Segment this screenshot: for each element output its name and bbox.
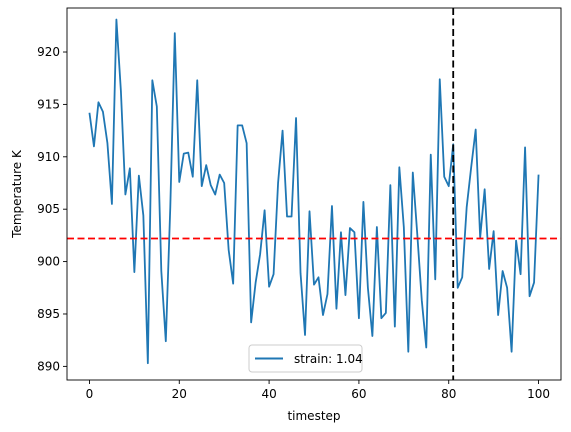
y-tick-label: 890 bbox=[37, 359, 60, 373]
legend-label: strain: 1.04 bbox=[294, 352, 363, 366]
series-line-strain bbox=[88, 18, 540, 365]
y-tick-label: 920 bbox=[37, 45, 60, 59]
x-axis-label: timestep bbox=[287, 409, 340, 423]
plot-frame bbox=[66, 7, 562, 381]
x-tick-label: 80 bbox=[441, 387, 456, 401]
y-tick-label: 905 bbox=[37, 202, 60, 216]
x-tick-label: 0 bbox=[86, 387, 94, 401]
y-tick-label: 895 bbox=[37, 307, 60, 321]
x-tick-label: 20 bbox=[172, 387, 187, 401]
x-tick-label: 40 bbox=[261, 387, 276, 401]
y-axis-label: Temperature K bbox=[10, 149, 24, 239]
legend-box bbox=[248, 344, 363, 373]
legend: strain: 1.04 bbox=[248, 344, 363, 373]
y-tick-label: 900 bbox=[37, 255, 60, 269]
y-tick-label: 910 bbox=[37, 150, 60, 164]
y-tick-label: 915 bbox=[37, 97, 60, 111]
x-tick-label: 100 bbox=[527, 387, 550, 401]
x-tick-label: 60 bbox=[351, 387, 366, 401]
